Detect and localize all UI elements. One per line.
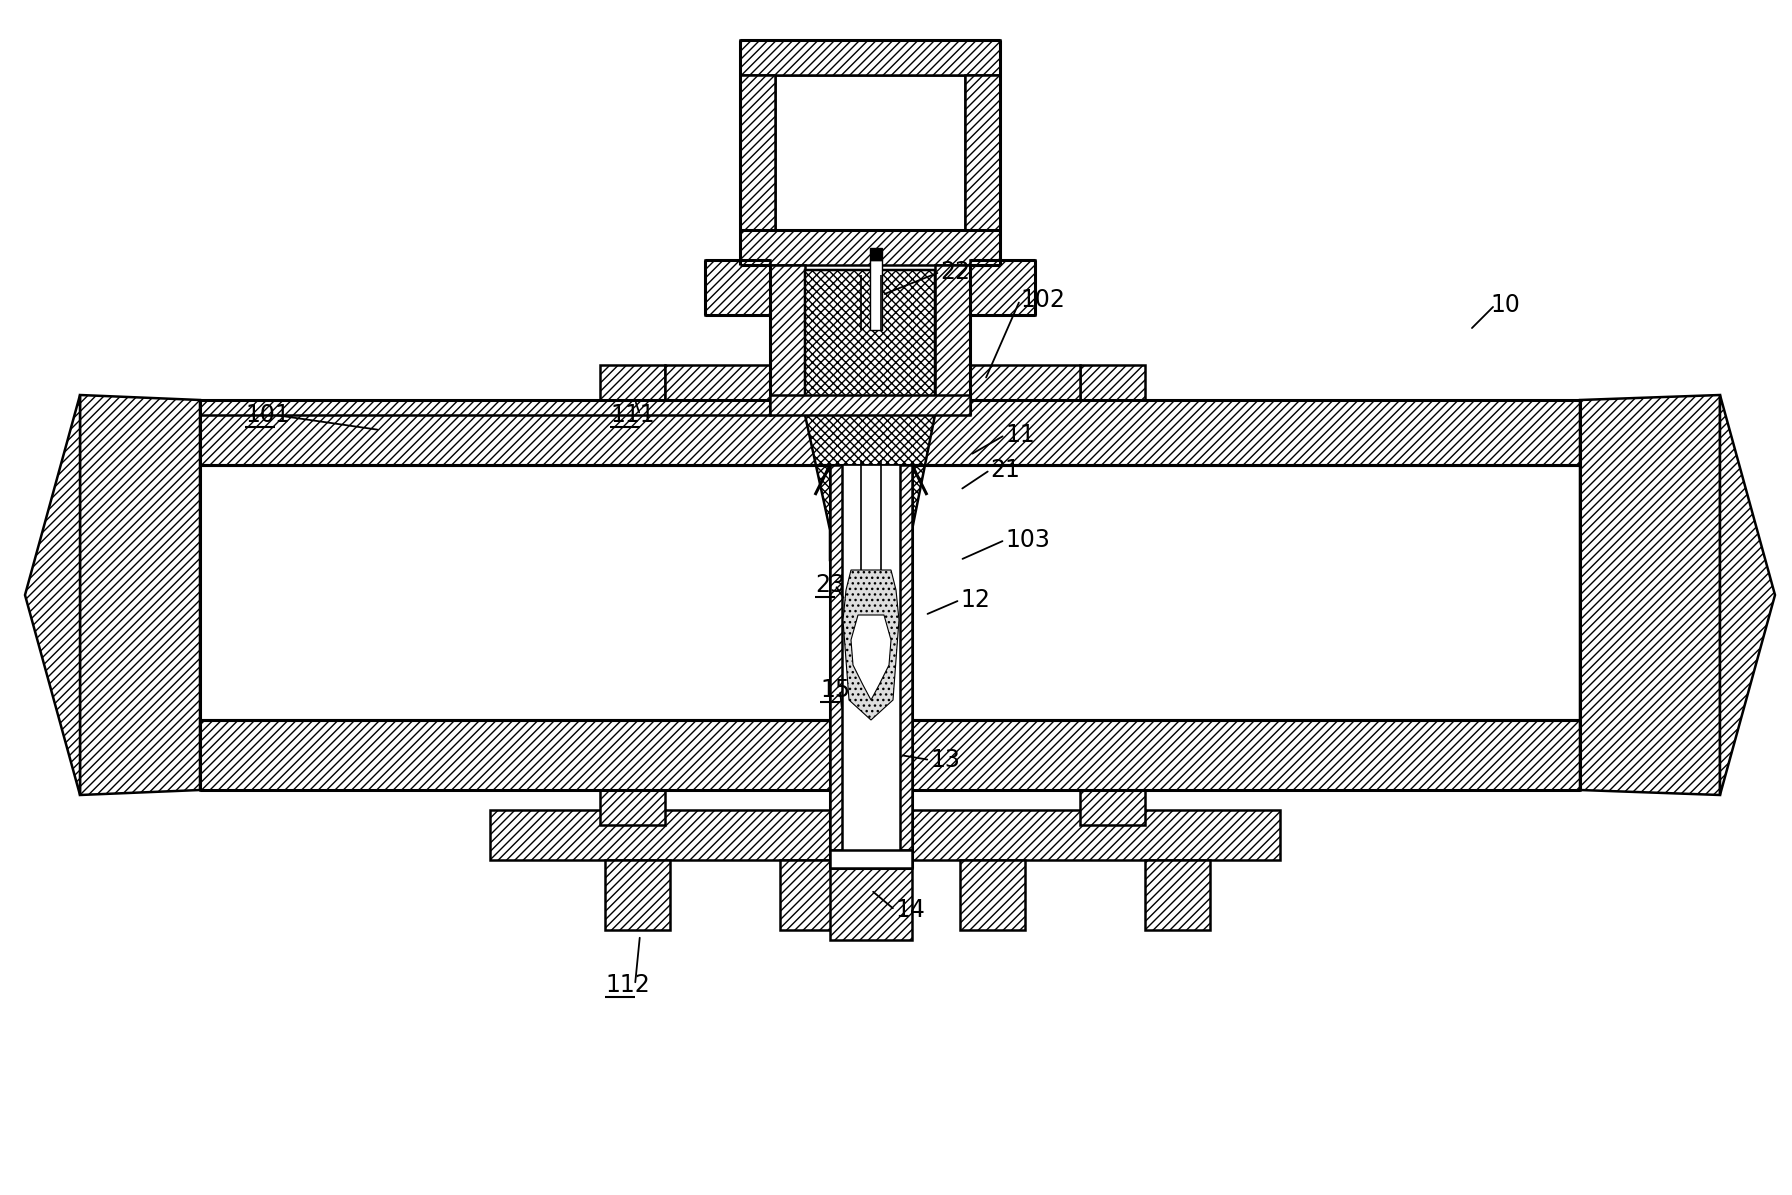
Text: 10: 10 <box>1489 293 1520 317</box>
Polygon shape <box>780 860 846 930</box>
Text: 22: 22 <box>941 261 969 284</box>
Text: 21: 21 <box>989 458 1020 482</box>
Text: 15: 15 <box>821 678 849 701</box>
Polygon shape <box>1581 396 1720 795</box>
Polygon shape <box>805 270 935 560</box>
Polygon shape <box>25 396 81 795</box>
Polygon shape <box>830 850 912 868</box>
Polygon shape <box>842 465 900 850</box>
Text: 13: 13 <box>930 748 961 772</box>
Polygon shape <box>740 229 1000 265</box>
Polygon shape <box>869 261 882 330</box>
Text: 23: 23 <box>815 572 846 598</box>
Polygon shape <box>704 261 771 315</box>
Polygon shape <box>201 400 1581 465</box>
Text: 101: 101 <box>246 403 290 427</box>
Polygon shape <box>961 860 1025 930</box>
Text: 12: 12 <box>961 588 989 612</box>
Text: 103: 103 <box>1005 528 1050 552</box>
Polygon shape <box>966 75 1000 229</box>
Polygon shape <box>900 465 912 850</box>
Polygon shape <box>1145 860 1210 930</box>
Polygon shape <box>740 75 774 229</box>
Polygon shape <box>665 364 771 400</box>
Polygon shape <box>600 790 665 825</box>
Polygon shape <box>81 396 201 795</box>
Polygon shape <box>1081 790 1145 825</box>
Polygon shape <box>606 860 670 930</box>
Polygon shape <box>830 465 842 850</box>
Polygon shape <box>851 615 891 700</box>
Polygon shape <box>201 465 1581 721</box>
Polygon shape <box>869 249 882 261</box>
Polygon shape <box>771 265 805 400</box>
Text: 102: 102 <box>1020 288 1064 312</box>
Polygon shape <box>600 364 665 400</box>
Polygon shape <box>969 364 1081 400</box>
Polygon shape <box>969 261 1036 315</box>
Polygon shape <box>489 810 1279 860</box>
Polygon shape <box>740 39 1000 75</box>
Polygon shape <box>774 75 966 229</box>
Text: 11: 11 <box>1005 423 1034 447</box>
Polygon shape <box>935 265 969 400</box>
Polygon shape <box>1081 364 1145 400</box>
Text: 111: 111 <box>609 403 654 427</box>
Polygon shape <box>830 790 912 940</box>
Polygon shape <box>201 721 1581 790</box>
Polygon shape <box>201 400 771 415</box>
Polygon shape <box>1720 396 1776 795</box>
Polygon shape <box>805 265 935 400</box>
Polygon shape <box>771 396 969 415</box>
Text: 14: 14 <box>894 897 925 923</box>
Polygon shape <box>842 570 900 721</box>
Text: 112: 112 <box>606 973 650 997</box>
